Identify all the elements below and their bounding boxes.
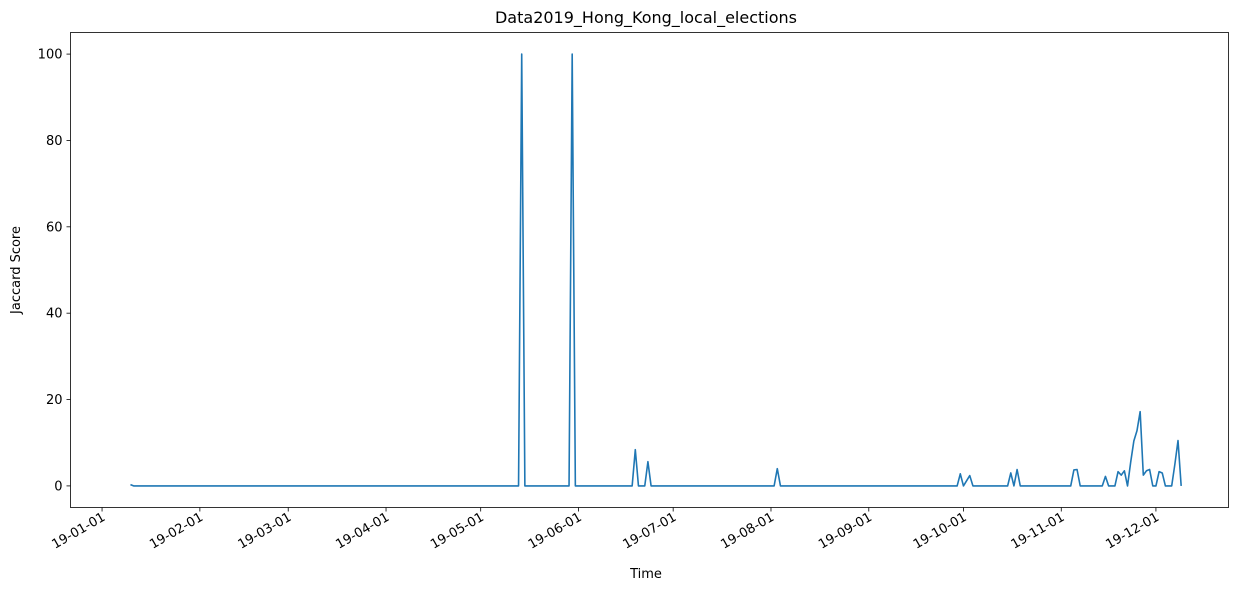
x-tick-label: 19-12-01 [1103,510,1162,552]
x-axis: 19-01-01 19-02-01 19-03-01 19-04-01 19-05-01… [49,507,1162,552]
x-tick-label: 19-08-01 [718,510,777,552]
y-tick-label: 100 [38,48,63,63]
x-tick-label: 19-03-01 [236,510,295,552]
x-tick-label: 19-05-01 [428,510,487,552]
x-tick-label: 19-06-01 [526,510,585,552]
y-axis: 0 20 40 60 80 100 [38,48,71,494]
x-tick-label: 19-11-01 [1009,510,1068,552]
y-tick-label: 60 [46,220,63,235]
x-axis-title: Time [629,567,662,582]
x-tick-label: 19-04-01 [333,510,392,552]
y-tick-label: 40 [46,307,63,322]
chart-title: Data2019_Hong_Kong_local_elections [495,8,797,28]
y-tick-label: 20 [46,393,63,408]
y-axis-title: Jaccard Score [9,226,24,315]
plot-area: 19-01-01 19-02-01 19-03-01 19-04-01 19-05-01… [38,32,1229,552]
y-tick-label: 0 [54,479,62,494]
x-tick-label: 19-07-01 [621,510,680,552]
x-tick-label: 19-10-01 [911,510,970,552]
x-tick-label: 19-01-01 [49,510,108,552]
x-tick-label: 19-02-01 [147,510,206,552]
plot-frame [70,32,1229,508]
y-tick-label: 80 [46,134,63,149]
series-line [130,53,1182,487]
x-tick-label: 19-09-01 [816,510,875,552]
